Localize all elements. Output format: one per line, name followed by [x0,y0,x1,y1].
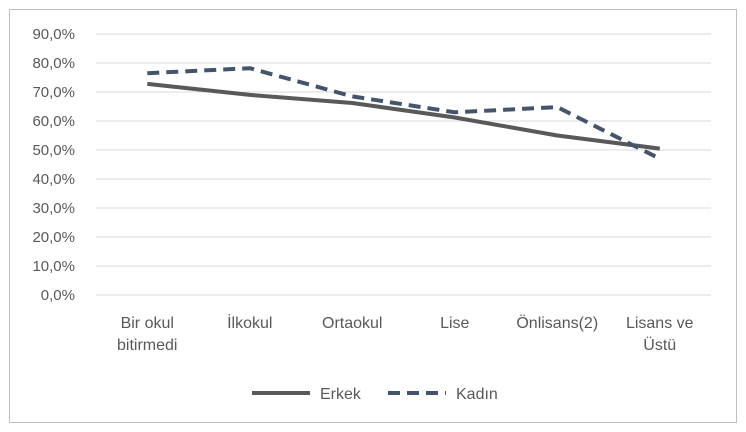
y-tick-label: 90,0% [32,26,75,43]
gridlines [96,33,711,296]
legend-label: Kadın [456,386,498,403]
y-tick-label: 40,0% [32,171,75,188]
x-tick-label: Önlisans(2) [516,314,598,332]
y-tick-label: 30,0% [32,200,75,217]
x-tick-label: Bir okul bitirmedi [117,315,177,354]
series-line-kad-n [147,66,661,161]
legend-label: Erkek [320,386,362,403]
x-tick-label: İlkokul [227,313,272,332]
y-tick-label: 20,0% [32,229,75,246]
x-axis-ticks: Bir okul bitirmedi İlkokul Ortaokul Lise Önli… [117,313,694,354]
y-tick-label: 80,0% [32,55,75,72]
y-tick-label: 0,0% [41,287,75,304]
legend: Erkek Kadın [252,386,498,403]
x-tick-label: Lisans ve Üstü [626,315,694,354]
y-tick-label: 10,0% [32,258,75,275]
y-axis-ticks: 0,0% 10,0% 20,0% 30,0% 40,0% 50,0% 60,0% 70,0% 8… [32,26,75,304]
chart-border [9,9,737,423]
y-tick-label: 50,0% [32,142,75,159]
y-tick-label: 70,0% [32,84,75,101]
series-line-erkek [147,81,661,151]
series-lines [147,66,661,161]
x-tick-label: Lise [440,315,469,332]
x-tick-label: Ortaokul [322,315,382,332]
y-tick-label: 60,0% [32,113,75,130]
